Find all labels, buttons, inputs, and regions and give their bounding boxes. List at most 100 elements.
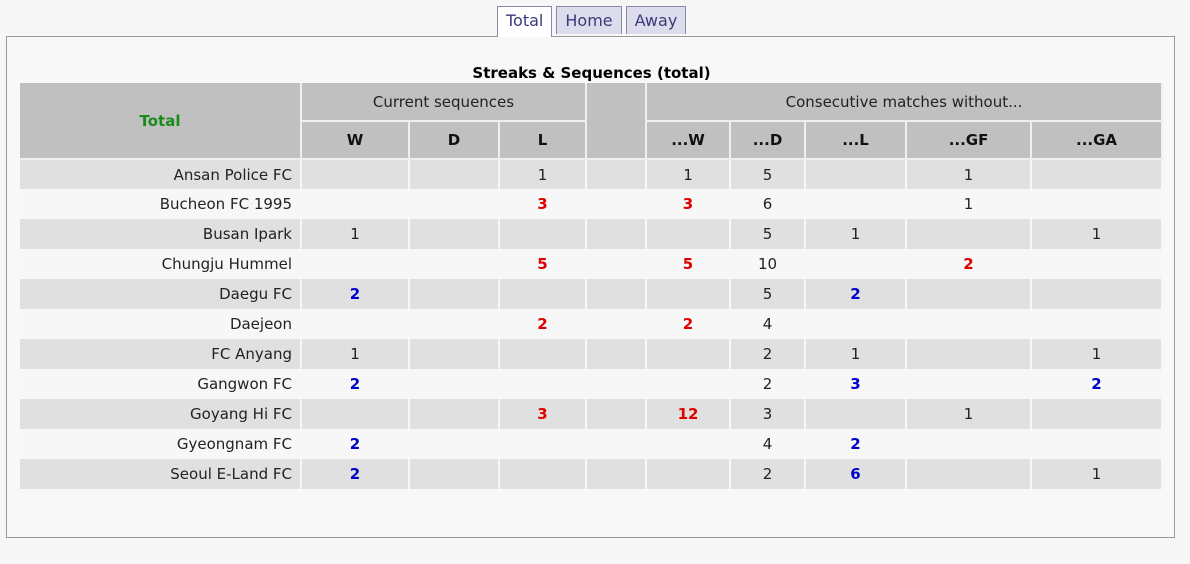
- cell-l: 3: [499, 189, 588, 219]
- cell-no-w: 5: [646, 249, 732, 279]
- cell-no-l: [805, 309, 908, 339]
- cell-l: [499, 369, 588, 399]
- cell-no-w: 2: [646, 309, 732, 339]
- cell-d: [409, 369, 500, 399]
- cell-w: 2: [301, 279, 410, 309]
- cell-no-gf: 1: [906, 159, 1033, 189]
- cell-no-gf: 1: [906, 189, 1033, 219]
- cell-spacer: [586, 219, 648, 249]
- col-header-no-gf: ...GF: [906, 121, 1033, 160]
- cell-d: [409, 219, 500, 249]
- table-row: Goyang Hi FC 3 12 3 1: [20, 399, 1164, 429]
- cell-spacer: [586, 279, 648, 309]
- cell-no-l: 6: [805, 459, 908, 489]
- cell-no-w: [646, 219, 732, 249]
- cell-d: [409, 339, 500, 369]
- cell-no-w: [646, 429, 732, 459]
- cell-d: [409, 159, 500, 189]
- cell-w: [301, 309, 410, 339]
- team-name: Chungju Hummel: [20, 249, 302, 279]
- cell-spacer: [586, 159, 648, 189]
- cell-spacer: [586, 399, 648, 429]
- cell-w: [301, 399, 410, 429]
- cell-d: [409, 249, 500, 279]
- cell-d: [409, 279, 500, 309]
- team-name: Gyeongnam FC: [20, 429, 302, 459]
- cell-no-ga: 1: [1031, 219, 1164, 249]
- cell-l: [499, 339, 588, 369]
- table-row: Gangwon FC 2 2 3 2: [20, 369, 1164, 399]
- consecutive-without-header: Consecutive matches without...: [646, 83, 1164, 122]
- cell-l: [499, 459, 588, 489]
- cell-no-ga: [1031, 399, 1164, 429]
- cell-w: 1: [301, 219, 410, 249]
- cell-d: [409, 189, 500, 219]
- cell-l: [499, 429, 588, 459]
- current-sequences-header: Current sequences: [301, 83, 588, 122]
- cell-spacer: [586, 429, 648, 459]
- cell-no-gf: 1: [906, 399, 1033, 429]
- col-header-no-d: ...D: [730, 121, 807, 160]
- table-row: Daejeon 2 2 4: [20, 309, 1164, 339]
- tab-away[interactable]: Away: [625, 6, 687, 34]
- tab-bar: Total Home Away: [497, 6, 690, 37]
- table-row: Busan Ipark 1 5 1 1: [20, 219, 1164, 249]
- cell-no-w: [646, 369, 732, 399]
- cell-w: 1: [301, 339, 410, 369]
- tab-home[interactable]: Home: [556, 6, 622, 34]
- cell-no-d: 6: [730, 189, 807, 219]
- cell-no-ga: 1: [1031, 339, 1164, 369]
- cell-no-d: 3: [730, 399, 807, 429]
- tab-total[interactable]: Total: [497, 6, 553, 37]
- team-name: Busan Ipark: [20, 219, 302, 249]
- cell-w: 2: [301, 369, 410, 399]
- cell-no-gf: [906, 459, 1033, 489]
- team-name: Daegu FC: [20, 279, 302, 309]
- cell-no-l: [805, 249, 908, 279]
- cell-no-gf: [906, 339, 1033, 369]
- cell-d: [409, 429, 500, 459]
- table-row: Bucheon FC 1995 3 3 6 1: [20, 189, 1164, 219]
- cell-no-w: 1: [646, 159, 732, 189]
- cell-no-d: 2: [730, 369, 807, 399]
- cell-no-d: 5: [730, 279, 807, 309]
- cell-no-ga: [1031, 309, 1164, 339]
- team-name: Bucheon FC 1995: [20, 189, 302, 219]
- cell-l: 5: [499, 249, 588, 279]
- col-header-w: W: [301, 121, 410, 160]
- cell-no-gf: [906, 219, 1033, 249]
- cell-l: 1: [499, 159, 588, 189]
- table-row: FC Anyang 1 2 1 1: [20, 339, 1164, 369]
- cell-no-ga: 1: [1031, 459, 1164, 489]
- cell-no-l: 2: [805, 279, 908, 309]
- cell-no-d: 4: [730, 429, 807, 459]
- cell-no-l: 1: [805, 219, 908, 249]
- streaks-table: Total Current sequences Consecutive matc…: [20, 83, 1164, 489]
- table-row: Gyeongnam FC 2 4 2: [20, 429, 1164, 459]
- spacer-header: [586, 83, 648, 160]
- cell-no-ga: 2: [1031, 369, 1164, 399]
- cell-spacer: [586, 249, 648, 279]
- cell-no-gf: [906, 279, 1033, 309]
- col-header-d: D: [409, 121, 500, 160]
- cell-d: [409, 399, 500, 429]
- team-name: Ansan Police FC: [20, 159, 302, 189]
- cell-no-ga: [1031, 189, 1164, 219]
- cell-spacer: [586, 459, 648, 489]
- team-name: FC Anyang: [20, 339, 302, 369]
- streaks-panel: Streaks & Sequences (total) Total Curren…: [6, 36, 1175, 538]
- cell-no-gf: [906, 429, 1033, 459]
- team-name: Goyang Hi FC: [20, 399, 302, 429]
- cell-no-d: 4: [730, 309, 807, 339]
- cell-w: [301, 159, 410, 189]
- table-row: Chungju Hummel 5 5 10 2: [20, 249, 1164, 279]
- cell-no-l: 1: [805, 339, 908, 369]
- cell-no-w: [646, 339, 732, 369]
- cell-w: [301, 249, 410, 279]
- cell-l: 3: [499, 399, 588, 429]
- cell-no-l: 3: [805, 369, 908, 399]
- team-column-header: Total: [20, 83, 302, 160]
- cell-no-d: 10: [730, 249, 807, 279]
- col-header-no-w: ...W: [646, 121, 732, 160]
- col-header-no-l: ...L: [805, 121, 908, 160]
